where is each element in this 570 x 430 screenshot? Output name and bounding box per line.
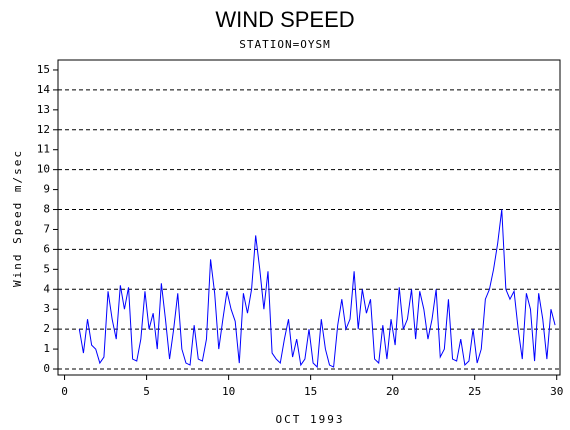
- y-tick-label: 15: [37, 63, 50, 76]
- y-tick-label: 7: [43, 222, 50, 235]
- y-tick-label: 14: [37, 83, 51, 96]
- y-tick-label: 9: [43, 183, 50, 196]
- y-tick-label: 12: [37, 123, 50, 136]
- y-tick-label: 2: [43, 322, 50, 335]
- y-tick-label: 5: [43, 262, 50, 275]
- x-tick-label: 30: [550, 385, 563, 398]
- x-tick-label: 10: [222, 385, 235, 398]
- y-tick-label: 0: [43, 362, 50, 375]
- y-tick-label: 13: [37, 103, 50, 116]
- x-tick-label: 25: [468, 385, 481, 398]
- y-tick-label: 3: [43, 302, 50, 315]
- x-tick-label: 0: [61, 385, 68, 398]
- y-tick-label: 6: [43, 242, 50, 255]
- chart-subtitle: STATION=OYSM: [239, 38, 330, 51]
- plot-frame: [57, 59, 561, 376]
- x-tick-label: 15: [304, 385, 317, 398]
- y-tick-label: 10: [37, 163, 50, 176]
- y-tick-label: 11: [37, 143, 50, 156]
- x-axis-label: OCT 1993: [276, 413, 345, 426]
- y-axis-label: Wind Speed m/sec: [11, 149, 24, 287]
- y-tick-label: 4: [43, 282, 50, 295]
- x-tick-label: 5: [143, 385, 150, 398]
- chart-title: WIND SPEED: [215, 7, 354, 32]
- y-tick-label: 8: [43, 203, 50, 216]
- x-tick-label: 20: [386, 385, 399, 398]
- data-line: [78, 209, 556, 369]
- y-tick-label: 1: [43, 342, 50, 355]
